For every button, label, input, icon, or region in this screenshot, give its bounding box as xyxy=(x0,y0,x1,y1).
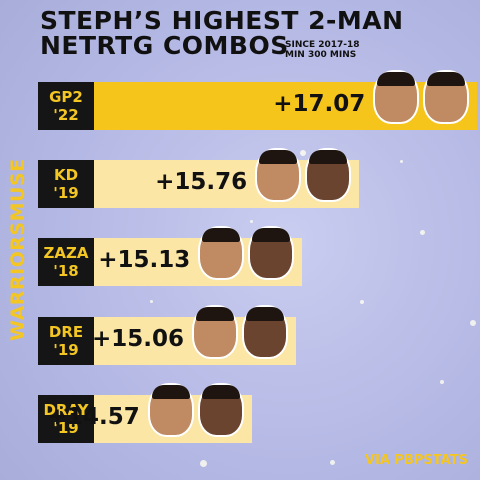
hair xyxy=(202,228,241,242)
watermark: WARRIORSMUSE xyxy=(7,158,29,341)
bokeh xyxy=(200,460,207,467)
bokeh xyxy=(470,320,476,326)
bokeh xyxy=(420,230,425,235)
player-photo xyxy=(198,226,245,280)
hair xyxy=(309,150,348,164)
chart-subtitle: SINCE 2017-18 MIN 300 MINS xyxy=(285,40,360,60)
category-label: GP2 '22 xyxy=(38,82,94,130)
player-photo xyxy=(191,305,238,359)
value-label: +15.76 xyxy=(155,169,248,195)
chart-title: STEPH’S HIGHEST 2-MAN NETRTG COMBOS xyxy=(40,6,404,60)
category-label: ZAZA '18 xyxy=(38,238,94,286)
bokeh xyxy=(440,380,444,384)
value-label: +15.06 xyxy=(91,326,184,352)
hair xyxy=(151,385,190,399)
hair xyxy=(427,72,466,86)
value-label: +14.57 xyxy=(47,404,140,430)
value-label: +17.07 xyxy=(273,91,366,117)
player-photo xyxy=(248,226,295,280)
hair xyxy=(252,228,291,242)
player-photo xyxy=(147,383,194,437)
hair xyxy=(201,385,240,399)
player-photo xyxy=(197,383,244,437)
hair xyxy=(259,150,298,164)
bokeh xyxy=(250,220,253,223)
player-photo xyxy=(241,305,288,359)
category-label: DRAY '19 xyxy=(38,395,94,443)
bokeh xyxy=(300,150,306,156)
player-photo xyxy=(305,148,352,202)
source: VIA PBPSTATS xyxy=(365,453,468,468)
player-photo xyxy=(373,70,420,124)
bokeh xyxy=(150,300,153,303)
category-label: DRE '19 xyxy=(38,317,94,365)
category-label: KD '19 xyxy=(38,160,94,208)
bokeh xyxy=(360,300,364,304)
value-label: +15.13 xyxy=(98,247,191,273)
hair xyxy=(377,72,416,86)
bokeh xyxy=(400,160,403,163)
player-photo xyxy=(255,148,302,202)
player-photo xyxy=(423,70,470,124)
bokeh xyxy=(330,460,335,465)
hair xyxy=(245,307,284,321)
hair xyxy=(195,307,234,321)
